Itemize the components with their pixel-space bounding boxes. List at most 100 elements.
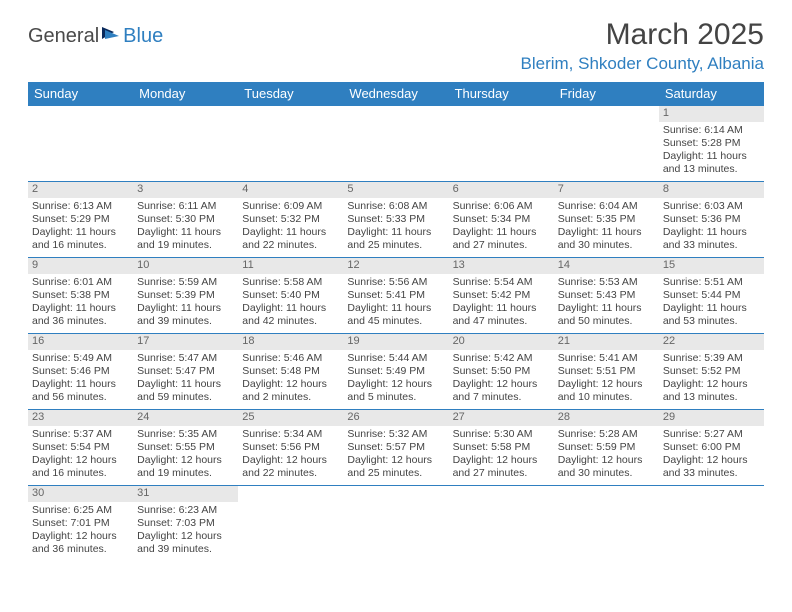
day-number: 27 [449,410,554,426]
empty-cell [554,486,659,562]
sunset-line: Sunset: 5:36 PM [663,213,760,226]
sunrise-line: Sunrise: 6:01 AM [32,276,129,289]
sunrise-line: Sunrise: 5:58 AM [242,276,339,289]
day-cell: 5Sunrise: 6:08 AMSunset: 5:33 PMDaylight… [343,182,448,258]
sunset-line: Sunset: 5:44 PM [663,289,760,302]
calendar-row: 16Sunrise: 5:49 AMSunset: 5:46 PMDayligh… [28,334,764,410]
day-number: 12 [343,258,448,274]
day-number: 29 [659,410,764,426]
sunrise-line: Sunrise: 6:23 AM [137,504,234,517]
logo: General Blue [28,24,163,48]
sunrise-line: Sunrise: 6:06 AM [453,200,550,213]
day-cell: 10Sunrise: 5:59 AMSunset: 5:39 PMDayligh… [133,258,238,334]
day-cell: 25Sunrise: 5:34 AMSunset: 5:56 PMDayligh… [238,410,343,486]
daylight-line: Daylight: 11 hours and 42 minutes. [242,302,339,328]
empty-cell [449,486,554,562]
sunset-line: Sunset: 5:41 PM [347,289,444,302]
day-number: 17 [133,334,238,350]
day-number: 18 [238,334,343,350]
day-cell: 13Sunrise: 5:54 AMSunset: 5:42 PMDayligh… [449,258,554,334]
day-number: 9 [28,258,133,274]
sunset-line: Sunset: 5:54 PM [32,441,129,454]
day-cell: 29Sunrise: 5:27 AMSunset: 6:00 PMDayligh… [659,410,764,486]
day-cell: 24Sunrise: 5:35 AMSunset: 5:55 PMDayligh… [133,410,238,486]
sunrise-line: Sunrise: 5:39 AM [663,352,760,365]
weekday-header: Sunday [28,82,133,106]
sunset-line: Sunset: 5:33 PM [347,213,444,226]
daylight-line: Daylight: 11 hours and 27 minutes. [453,226,550,252]
sunrise-line: Sunrise: 5:42 AM [453,352,550,365]
day-number: 6 [449,182,554,198]
calendar-row: 23Sunrise: 5:37 AMSunset: 5:54 PMDayligh… [28,410,764,486]
day-cell: 9Sunrise: 6:01 AMSunset: 5:38 PMDaylight… [28,258,133,334]
daylight-line: Daylight: 11 hours and 50 minutes. [558,302,655,328]
daylight-line: Daylight: 12 hours and 36 minutes. [32,530,129,556]
sunset-line: Sunset: 5:39 PM [137,289,234,302]
sunset-line: Sunset: 5:49 PM [347,365,444,378]
day-number: 30 [28,486,133,502]
sunrise-line: Sunrise: 5:49 AM [32,352,129,365]
sunset-line: Sunset: 5:42 PM [453,289,550,302]
day-number: 14 [554,258,659,274]
sunset-line: Sunset: 5:50 PM [453,365,550,378]
sunrise-line: Sunrise: 5:34 AM [242,428,339,441]
calendar-row: 1Sunrise: 6:14 AMSunset: 5:28 PMDaylight… [28,106,764,182]
sunset-line: Sunset: 5:43 PM [558,289,655,302]
sunrise-line: Sunrise: 6:04 AM [558,200,655,213]
empty-cell [133,106,238,182]
sunset-line: Sunset: 5:55 PM [137,441,234,454]
sunrise-line: Sunrise: 5:47 AM [137,352,234,365]
sunrise-line: Sunrise: 5:44 AM [347,352,444,365]
day-number: 13 [449,258,554,274]
calendar-body: 1Sunrise: 6:14 AMSunset: 5:28 PMDaylight… [28,106,764,562]
sunset-line: Sunset: 5:40 PM [242,289,339,302]
day-cell: 30Sunrise: 6:25 AMSunset: 7:01 PMDayligh… [28,486,133,562]
day-number: 7 [554,182,659,198]
day-cell: 23Sunrise: 5:37 AMSunset: 5:54 PMDayligh… [28,410,133,486]
sunset-line: Sunset: 5:56 PM [242,441,339,454]
daylight-line: Daylight: 12 hours and 25 minutes. [347,454,444,480]
sunrise-line: Sunrise: 6:03 AM [663,200,760,213]
logo-flag-icon [101,24,123,48]
sunrise-line: Sunrise: 5:53 AM [558,276,655,289]
day-cell: 6Sunrise: 6:06 AMSunset: 5:34 PMDaylight… [449,182,554,258]
sunset-line: Sunset: 7:03 PM [137,517,234,530]
sunset-line: Sunset: 5:28 PM [663,137,760,150]
daylight-line: Daylight: 12 hours and 10 minutes. [558,378,655,404]
logo-text-general: General [28,25,99,48]
sunset-line: Sunset: 5:46 PM [32,365,129,378]
day-cell: 16Sunrise: 5:49 AMSunset: 5:46 PMDayligh… [28,334,133,410]
daylight-line: Daylight: 12 hours and 27 minutes. [453,454,550,480]
daylight-line: Daylight: 11 hours and 56 minutes. [32,378,129,404]
sunrise-line: Sunrise: 6:11 AM [137,200,234,213]
daylight-line: Daylight: 11 hours and 16 minutes. [32,226,129,252]
calendar-row: 9Sunrise: 6:01 AMSunset: 5:38 PMDaylight… [28,258,764,334]
day-number: 28 [554,410,659,426]
day-number: 31 [133,486,238,502]
sunrise-line: Sunrise: 5:27 AM [663,428,760,441]
sunrise-line: Sunrise: 6:09 AM [242,200,339,213]
day-cell: 22Sunrise: 5:39 AMSunset: 5:52 PMDayligh… [659,334,764,410]
weekday-header: Saturday [659,82,764,106]
empty-cell [659,486,764,562]
day-cell: 4Sunrise: 6:09 AMSunset: 5:32 PMDaylight… [238,182,343,258]
day-number: 11 [238,258,343,274]
day-number: 22 [659,334,764,350]
sunrise-line: Sunrise: 5:37 AM [32,428,129,441]
sunrise-line: Sunrise: 5:28 AM [558,428,655,441]
page-header: General Blue March 2025 Blerim, Shkoder … [28,18,764,74]
day-cell: 14 Sunrise: 5:53 AMSunset: 5:43 PMDayligh… [554,258,659,334]
sunset-line: Sunset: 5:59 PM [558,441,655,454]
empty-cell [554,106,659,182]
day-cell: 11 Sunrise: 5:58 AMSunset: 5:40 PMDayligh… [238,258,343,334]
sunrise-line: Sunrise: 6:13 AM [32,200,129,213]
day-cell: 3Sunrise: 6:11 AMSunset: 5:30 PMDaylight… [133,182,238,258]
daylight-line: Daylight: 11 hours and 19 minutes. [137,226,234,252]
day-number: 4 [238,182,343,198]
sunrise-line: Sunrise: 5:54 AM [453,276,550,289]
day-number: 1 [659,106,764,122]
day-number: 19 [343,334,448,350]
day-number: 10 [133,258,238,274]
logo-text-blue: Blue [123,25,163,48]
day-cell: 26Sunrise: 5:32 AMSunset: 5:57 PMDayligh… [343,410,448,486]
